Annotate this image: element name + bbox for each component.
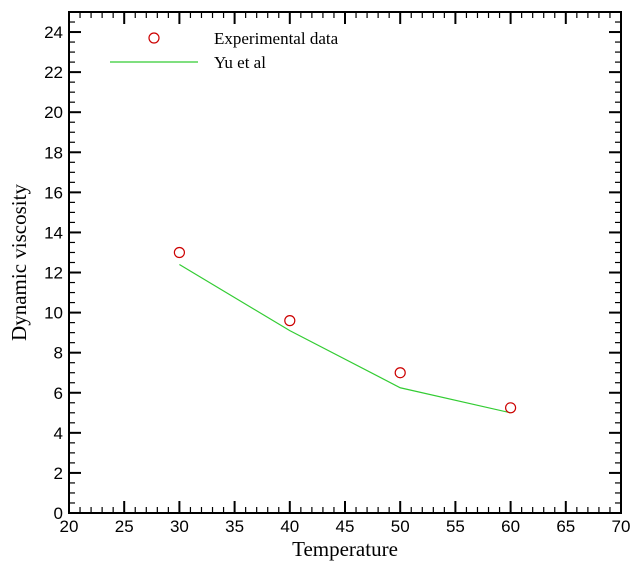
y-tick-label: 18 — [44, 143, 63, 162]
y-tick-label: 14 — [44, 223, 63, 242]
legend-label-yu-et-al: Yu et al — [214, 53, 266, 72]
y-tick-label: 6 — [54, 384, 63, 403]
y-tick-label: 0 — [54, 504, 63, 523]
x-tick-label: 20 — [60, 517, 79, 536]
y-axis-title: Dynamic viscosity — [7, 184, 31, 341]
x-tick-label: 25 — [115, 517, 134, 536]
y-tick-label: 10 — [44, 304, 63, 323]
y-tick-label: 4 — [54, 424, 63, 443]
y-tick-label: 12 — [44, 264, 63, 283]
y-tick-label: 24 — [44, 23, 63, 42]
x-tick-label: 60 — [501, 517, 520, 536]
x-tick-label: 35 — [225, 517, 244, 536]
plot-frame — [68, 11, 622, 514]
x-tick-label: 30 — [170, 517, 189, 536]
x-tick-label: 55 — [446, 517, 465, 536]
x-tick-label: 45 — [336, 517, 355, 536]
data-point-experimental — [505, 402, 517, 414]
y-tick-label: 8 — [54, 344, 63, 363]
legend: Experimental data Yu et al — [110, 29, 339, 72]
series-line-yu-et-al — [179, 263, 511, 414]
x-tick-label: 50 — [391, 517, 410, 536]
y-tick-label: 2 — [54, 464, 63, 483]
data-point-experimental — [394, 367, 406, 379]
y-tick-label: 22 — [44, 63, 63, 82]
x-axis-title: Temperature — [292, 537, 398, 561]
x-tick-label: 40 — [280, 517, 299, 536]
ticks-layer: 20 25 30 35 40 45 50 55 60 65 70024681012141618202… — [44, 11, 631, 536]
y-tick-label: 16 — [44, 183, 63, 202]
series-layer — [173, 246, 517, 414]
legend-label-experimental-data: Experimental data — [214, 29, 339, 48]
data-point-experimental — [284, 315, 296, 327]
x-tick-label: 65 — [556, 517, 575, 536]
data-point-experimental — [173, 246, 185, 259]
x-tick-label: 70 — [612, 517, 631, 536]
y-tick-label: 20 — [44, 103, 63, 122]
legend-marker-experimental-data — [148, 32, 160, 44]
